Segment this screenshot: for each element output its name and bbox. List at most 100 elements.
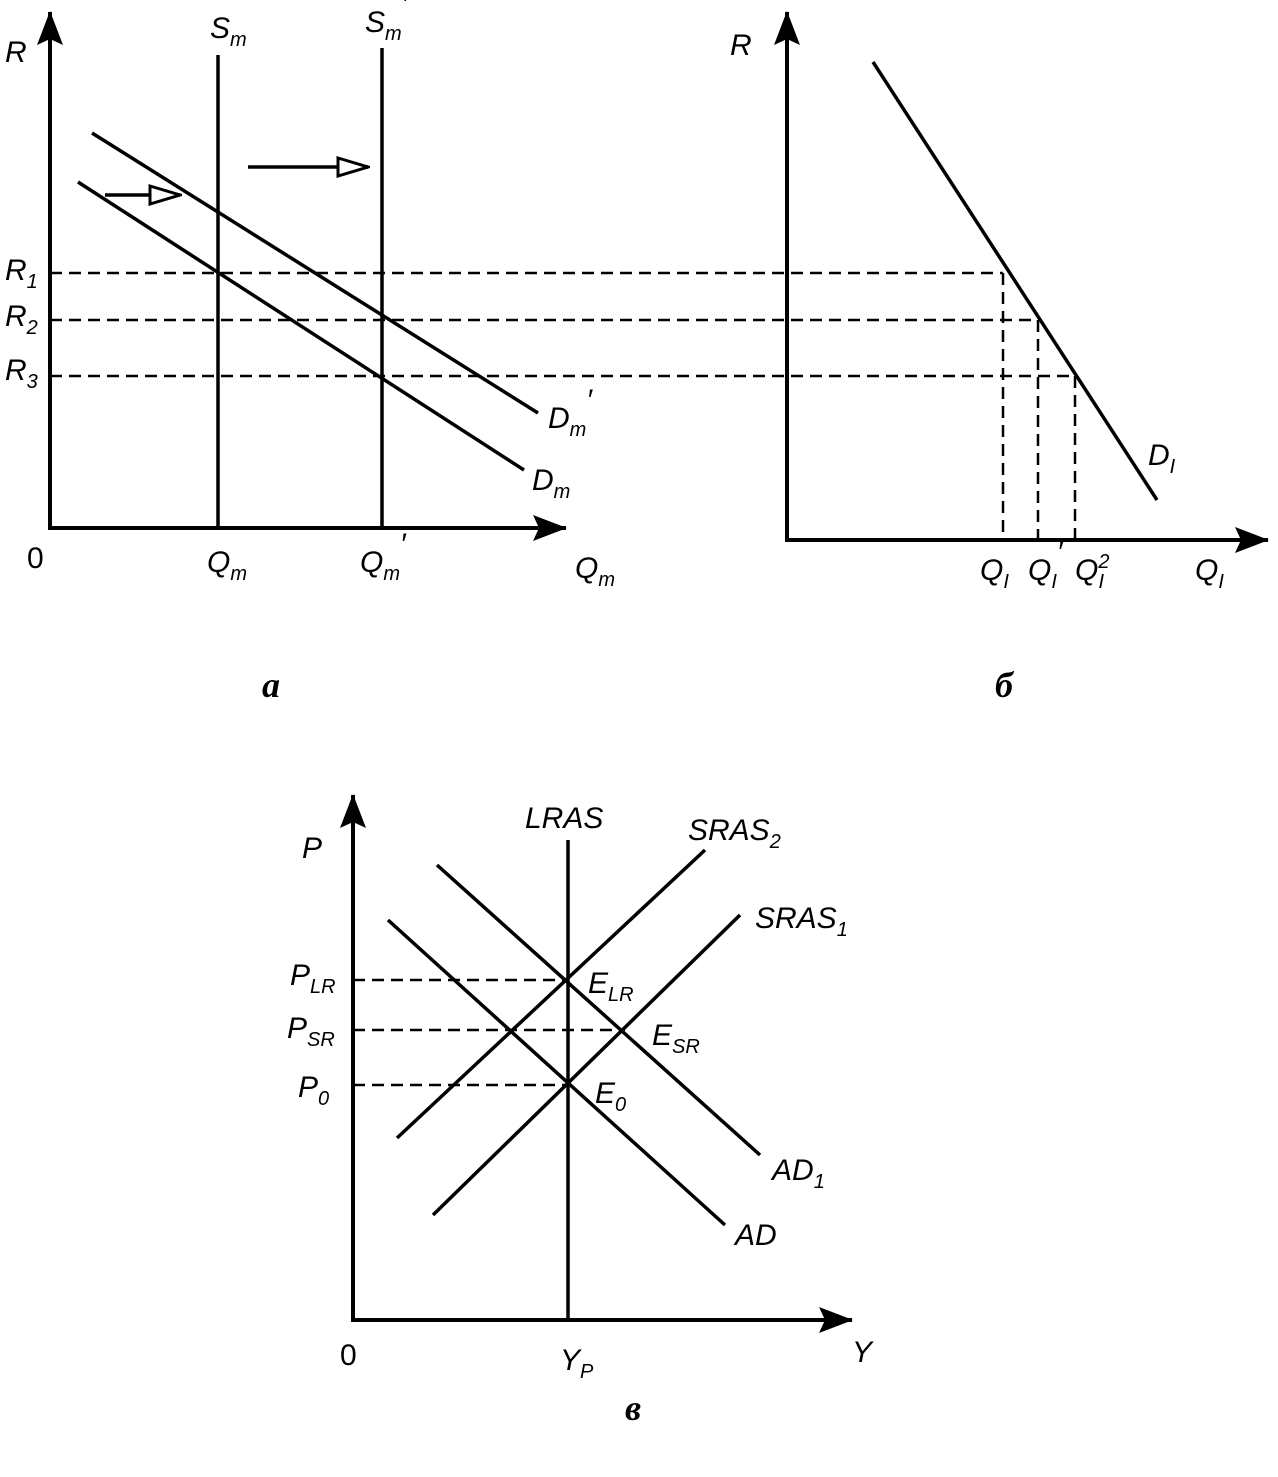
- label-main: D: [1148, 439, 1170, 472]
- label-sub: 1: [814, 1171, 825, 1193]
- label-sub: 1: [27, 271, 38, 293]
- axis-label: P: [302, 832, 322, 865]
- caption: б: [995, 665, 1015, 705]
- label-prime: ′: [402, 0, 409, 21]
- curve-label: R3: [5, 354, 38, 393]
- demand-line: [77, 180, 525, 472]
- curve-label: ESR: [652, 1019, 700, 1058]
- label-main: Y: [560, 1344, 582, 1377]
- curve-label: Qm: [207, 546, 247, 585]
- label-main: E: [588, 967, 609, 1000]
- label-main: Q: [207, 546, 230, 579]
- curve-label: Sm: [210, 12, 247, 51]
- label-main: D: [532, 464, 554, 497]
- label-sub: 1: [837, 919, 848, 941]
- curve-label: AD: [733, 1219, 777, 1252]
- curve-label: Dm′: [548, 384, 593, 441]
- sras-line: [395, 848, 707, 1140]
- panel-c: [340, 794, 853, 1333]
- label-main: SRAS: [755, 902, 837, 935]
- label-main: D: [548, 402, 570, 435]
- demand-line: [91, 131, 539, 415]
- label-main: P: [290, 959, 310, 992]
- axis-label: R: [730, 29, 752, 62]
- axis-label: QI: [1195, 554, 1224, 593]
- label-main: Q: [1195, 554, 1218, 587]
- curve-label: Sm′: [365, 0, 409, 45]
- label-sub: m: [385, 23, 402, 45]
- label-main: Q: [1075, 554, 1098, 587]
- label-main: Q: [360, 546, 383, 579]
- label-main: R: [5, 354, 27, 387]
- axis-label: R: [5, 36, 27, 69]
- panel-a: [37, 11, 1075, 541]
- label-sub: 0: [615, 1094, 626, 1116]
- curve-label: P0: [298, 1071, 329, 1110]
- panel-b: [774, 11, 1269, 553]
- label-sub: I: [1051, 571, 1057, 593]
- label-main: SRAS: [688, 814, 770, 847]
- label-sub: 3: [27, 371, 38, 393]
- label-main: E: [652, 1019, 673, 1052]
- curve-label: SRAS2: [688, 814, 781, 853]
- label-main: Q: [1028, 554, 1051, 587]
- curve-label: QI: [980, 554, 1009, 593]
- curve-label: Q2 I: [1075, 551, 1109, 593]
- label-sup: 2: [1097, 551, 1109, 573]
- label-main: P: [287, 1012, 307, 1045]
- curve-label: AD1: [770, 1154, 825, 1193]
- curve-label: DI: [1148, 439, 1176, 478]
- label-sub: I: [1218, 571, 1224, 593]
- label-prime: ′: [400, 528, 407, 561]
- label-prime: ′: [586, 384, 593, 417]
- curve-label: Dm: [532, 464, 570, 503]
- label-sub: LR: [310, 976, 336, 998]
- label-sub: SR: [672, 1036, 700, 1058]
- label-sub: m: [230, 29, 247, 51]
- curve-label: SRAS1: [755, 902, 848, 941]
- label-main: Q: [980, 554, 1003, 587]
- label-main: P: [298, 1071, 318, 1104]
- label-sub: m: [230, 563, 247, 585]
- label-main: AD: [733, 1219, 777, 1252]
- curve-label: PLR: [290, 959, 336, 998]
- label-main: E: [595, 1077, 616, 1110]
- label-main: R: [5, 300, 27, 333]
- ad-line: [435, 863, 762, 1157]
- label-main: LRAS: [525, 802, 603, 835]
- curve-label: LRAS: [525, 802, 603, 835]
- curve-label: R2: [5, 300, 38, 339]
- curve-label: YP: [560, 1344, 594, 1383]
- origin-label: 0: [27, 542, 44, 575]
- label-sub: 2: [26, 317, 38, 339]
- label-prime: ′: [1057, 536, 1064, 569]
- label-sub: m: [570, 419, 587, 441]
- curve-label: E0: [595, 1077, 626, 1116]
- caption: а: [262, 665, 280, 705]
- label-sub: LR: [608, 984, 634, 1006]
- label-sub: 0: [318, 1088, 329, 1110]
- curve-label: PSR: [287, 1012, 335, 1051]
- label-sub: I: [1003, 571, 1009, 593]
- label-main: AD: [770, 1154, 814, 1187]
- label-sub: P: [580, 1361, 594, 1383]
- label-sub: I: [1098, 571, 1104, 593]
- label-main: S: [365, 6, 385, 39]
- axis-label: Qm: [575, 552, 615, 591]
- caption: в: [625, 1388, 641, 1428]
- axis-label: Y: [852, 1336, 874, 1369]
- label-main: S: [210, 12, 230, 45]
- curve-label: R1: [5, 254, 38, 293]
- label-sub: m: [598, 569, 615, 591]
- label-main: R: [5, 254, 27, 287]
- curve-label: QI′: [1028, 536, 1064, 593]
- origin-label: 0: [340, 1339, 357, 1372]
- curve-label: Qm′: [360, 528, 407, 585]
- label-sub: m: [554, 481, 571, 503]
- label-sub: 2: [769, 831, 781, 853]
- label-sub: I: [1170, 456, 1176, 478]
- label-sub: m: [383, 563, 400, 585]
- curve-label: ELR: [588, 967, 634, 1006]
- label-sub: SR: [307, 1029, 335, 1051]
